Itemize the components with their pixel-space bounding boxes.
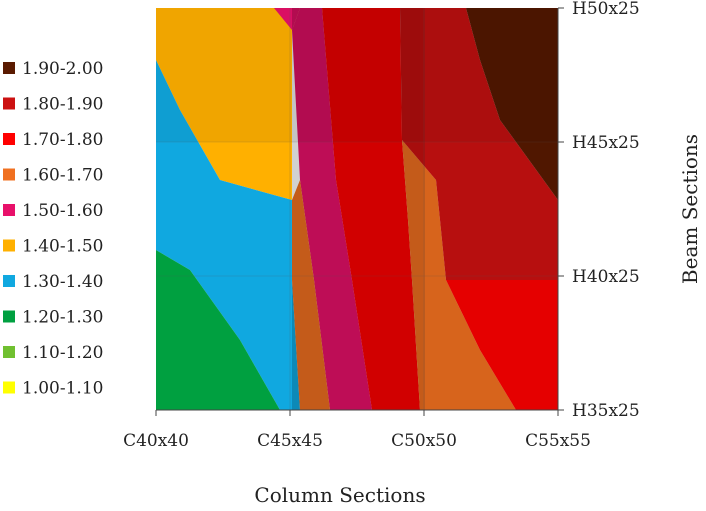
- y-tick-label: H40x25: [572, 267, 640, 287]
- legend-label: 1.20-1.30: [22, 308, 103, 328]
- legend-swatch: [3, 62, 15, 74]
- plot-area: [156, 8, 559, 411]
- legend-label: 1.40-1.50: [22, 237, 103, 257]
- y-tick-label: H35x25: [572, 401, 640, 421]
- legend-label: 1.10-1.20: [22, 343, 103, 363]
- y-axis-title: Beam Sections: [678, 134, 702, 284]
- legend-label: 1.90-2.00: [22, 59, 103, 79]
- legend-swatch: [3, 168, 15, 181]
- legend: 1.90-2.00 1.80-1.90 1.70-1.80 1.60-1.70 1.50…: [3, 59, 103, 399]
- legend-swatch: [3, 310, 15, 323]
- region-1.70-1.80-right: [446, 280, 558, 410]
- y-tick-labels: H35x25 H40x25 H45x25 H50x25: [558, 0, 640, 421]
- legend-swatch: [3, 204, 15, 216]
- region-1.60-1.70-left: [292, 180, 330, 410]
- x-tick-label: C55x55: [525, 431, 591, 451]
- legend-label: 1.80-1.90: [22, 95, 103, 115]
- x-tick-label: C40x40: [123, 431, 189, 451]
- y-tick-label: H45x25: [572, 133, 640, 153]
- legend-swatch: [3, 133, 15, 145]
- legend-label: 1.50-1.60: [22, 201, 103, 221]
- legend-label: 1.30-1.40: [22, 272, 103, 292]
- region-1.70-1.80-mid: [322, 8, 420, 410]
- legend-swatch: [3, 381, 15, 394]
- x-tick-label: C45x45: [257, 431, 323, 451]
- shade-column-band-2: [292, 8, 425, 410]
- region-1.90-2.00: [466, 8, 558, 200]
- region-1.50-1.60-band: [292, 8, 372, 410]
- region-1.30-1.40: [156, 60, 300, 410]
- legend-label: 1.60-1.70: [22, 166, 103, 186]
- grid-lines: [156, 8, 558, 410]
- region-1.80-1.90: [400, 8, 558, 280]
- y-tick-label: H50x25: [572, 0, 640, 19]
- region-1.20-1.30: [156, 250, 280, 410]
- legend-swatch: [3, 275, 15, 287]
- legend-swatch: [3, 239, 15, 252]
- x-tick-labels: C40x40 C45x45 C50x50 C55x55: [123, 410, 591, 451]
- legend-label: 1.00-1.10: [22, 379, 103, 399]
- legend-swatch: [3, 97, 15, 110]
- shade-column-band-3: [425, 8, 558, 410]
- legend-label: 1.70-1.80: [22, 130, 103, 150]
- region-1.40-1.50: [156, 8, 300, 200]
- x-axis-title: Column Sections: [254, 483, 425, 507]
- x-tick-label: C50x50: [391, 431, 457, 451]
- shade-row-band-3: [156, 8, 558, 142]
- region-1.60-1.70-right: [402, 140, 516, 410]
- legend-swatch: [3, 346, 15, 358]
- region-1.50-1.60: [274, 8, 300, 30]
